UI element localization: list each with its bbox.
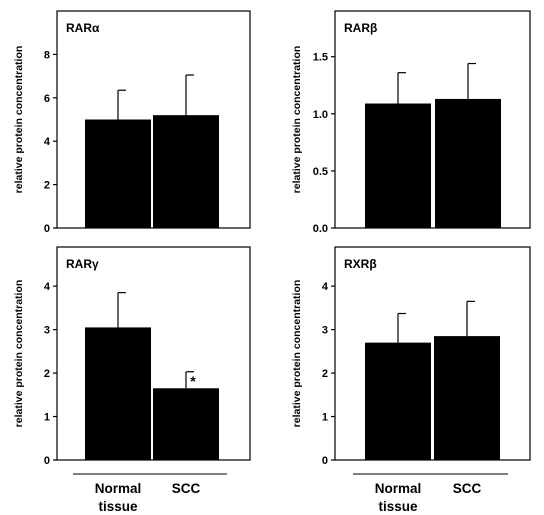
y-tick-label: 2 [44,368,50,380]
y-tick-label: 0.0 [313,223,328,235]
y-tick-label: 1 [44,412,50,424]
y-tick-label: 0 [44,455,50,467]
panel-title: RARα [66,21,100,35]
x-category-label: Normal [375,481,422,496]
y-tick-label: 0 [44,223,50,235]
y-axis-label: relative protein concentration [13,46,25,194]
bar [153,115,219,228]
chart-panel-2: RARβ 0.0 0.5 1.0 1.5 relative protein concent… [291,10,531,235]
y-axis-label: relative protein concentration [13,280,25,428]
y-axis-label: relative protein concentration [291,280,303,428]
bar [365,103,431,228]
y-tick-label: 4 [44,281,51,293]
bar [85,327,151,460]
x-category-label: SCC [172,481,201,496]
x-category-label: SCC [453,481,482,496]
y-tick-label: 6 [44,93,50,105]
y-axis-label: relative protein concentration [291,46,303,194]
y-tick-label: 2 [44,180,50,192]
y-tick-label: 4 [44,136,51,148]
chart-panel-3: RARγ 0 1 2 3 4 relative protein concentration N… [13,246,251,514]
x-category-label: tissue [98,499,138,514]
y-tick-label: 0 [322,455,328,467]
bar [435,98,501,228]
x-category-label: tissue [378,499,418,514]
panel-title: RARγ [66,257,99,271]
plot-frame [334,246,531,461]
panel-title: RXRβ [344,257,377,271]
y-tick-label: 1.0 [313,109,328,121]
bar [434,336,500,460]
bar [365,342,431,460]
y-tick-label: 8 [44,49,50,61]
panel-title: RARβ [344,21,377,35]
y-tick-label: 3 [44,325,50,337]
chart-panel-1: RARα 0 2 4 6 8 relative protein concentration [13,10,251,235]
significance-marker: * [190,373,196,389]
chart-panel-4: RXRβ 0 1 2 3 4 relative protein concentration N… [291,246,531,514]
bar [153,388,219,460]
y-tick-label: 1 [322,412,328,424]
y-tick-label: 3 [322,325,328,337]
y-tick-label: 2 [322,368,328,380]
y-tick-label: 4 [322,281,329,293]
plot-frame [334,10,531,229]
bar [85,119,151,228]
x-category-label: Normal [95,481,142,496]
y-tick-label: 1.5 [313,52,328,64]
y-tick-label: 0.5 [313,166,328,178]
